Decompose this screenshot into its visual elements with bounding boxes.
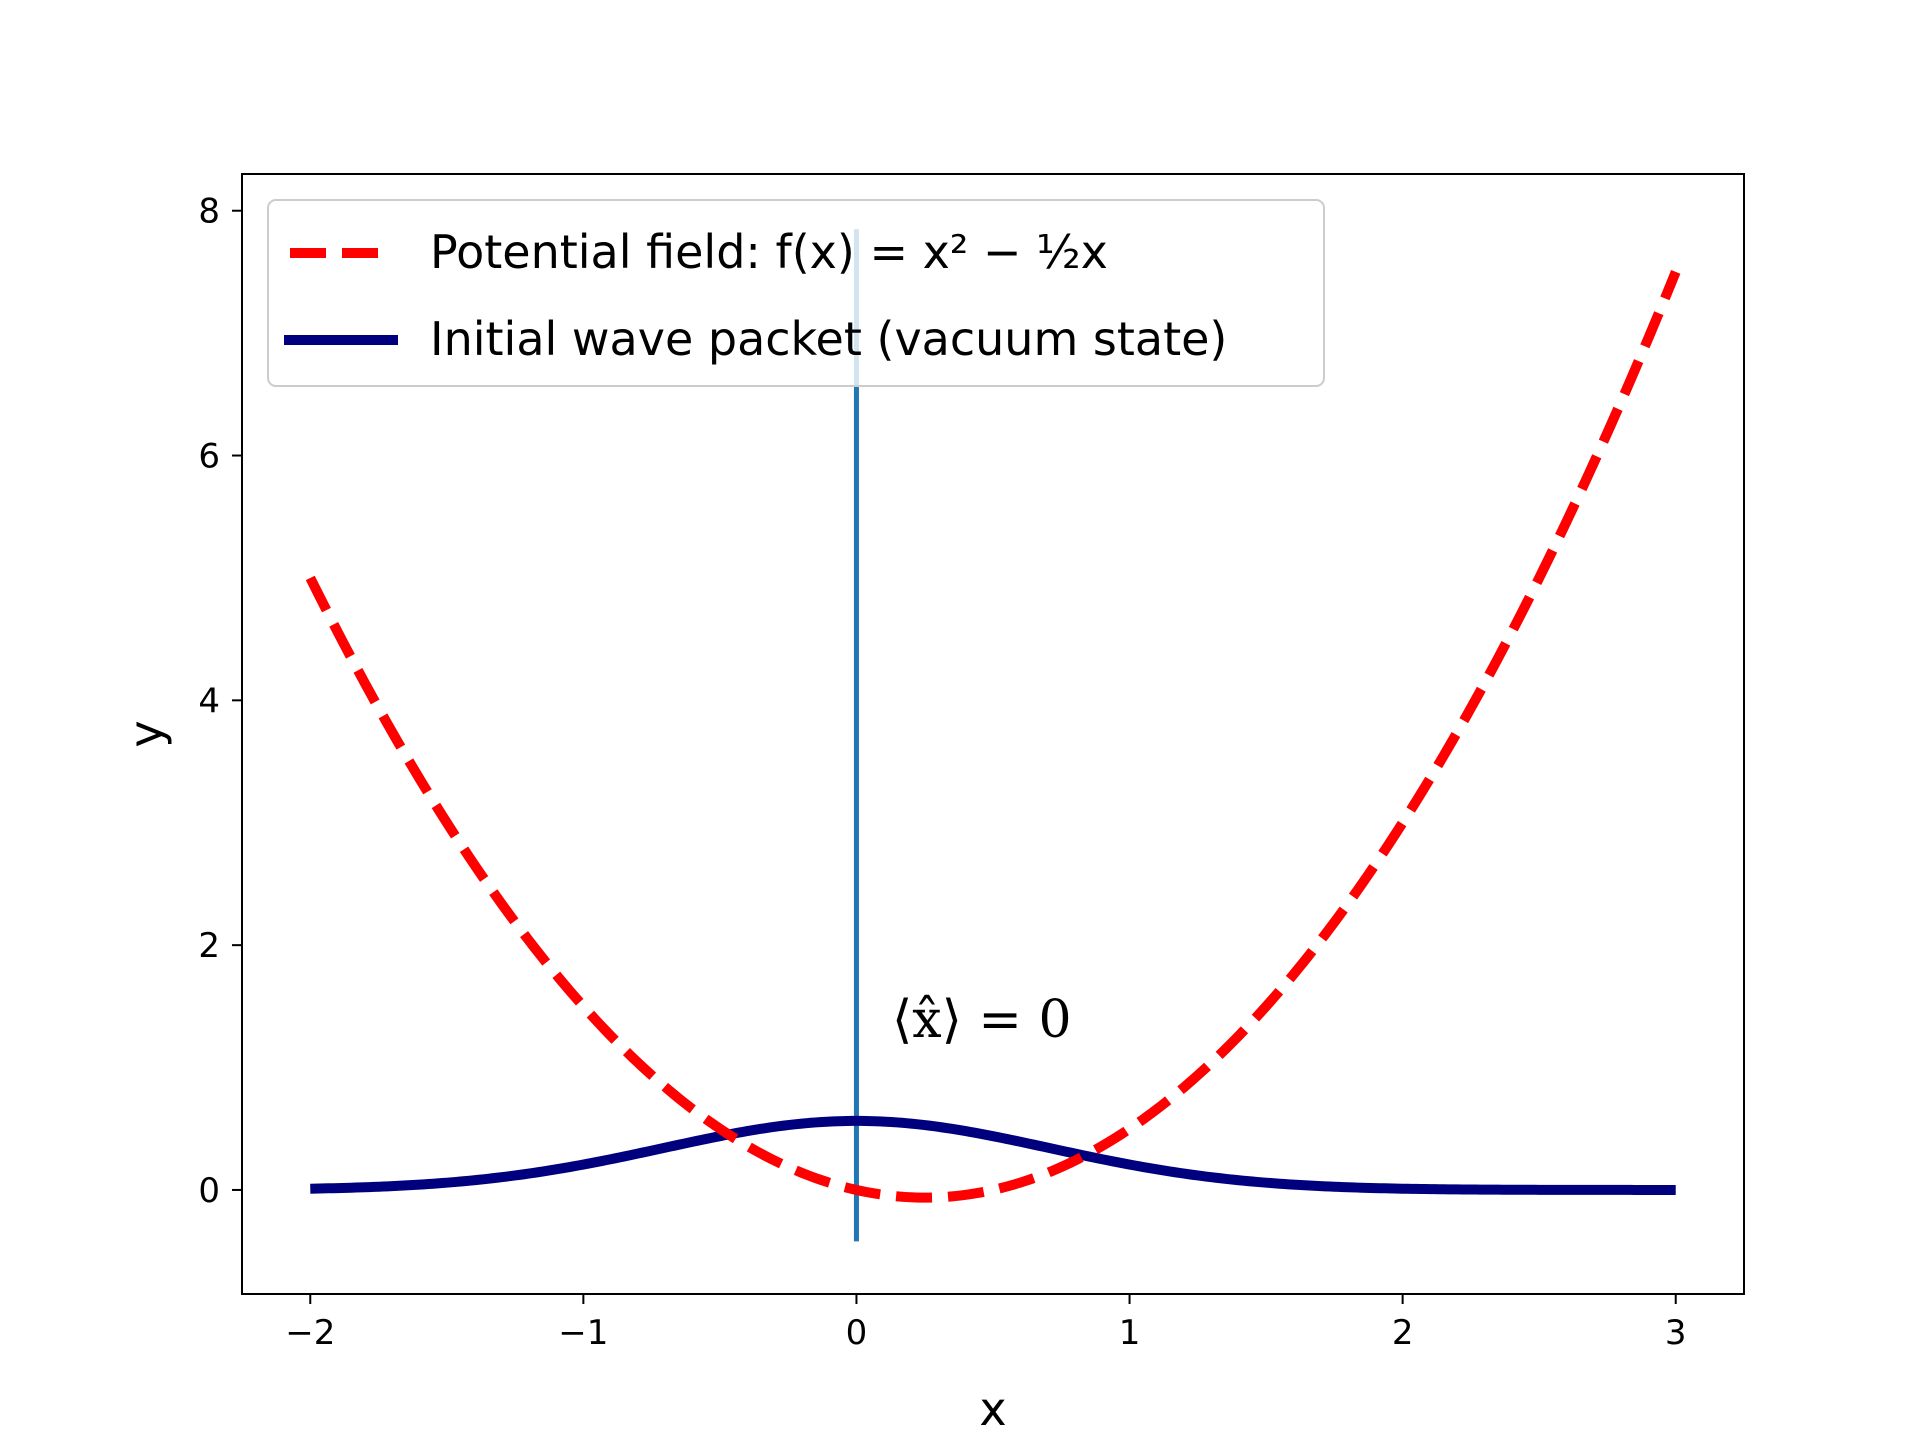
y-tick-label: 8 bbox=[198, 192, 220, 232]
x-tick-label: 2 bbox=[1392, 1313, 1414, 1353]
legend-label-potential: Potential field: f(x) = x² − ½x bbox=[430, 225, 1108, 279]
y-tick-label: 6 bbox=[198, 437, 220, 477]
legend-label-wave-packet: Initial wave packet (vacuum state) bbox=[430, 312, 1227, 366]
x-axis-label: x bbox=[979, 1382, 1006, 1436]
annotation-expectation: ⟨x̂⟩ = 0 bbox=[892, 990, 1072, 1050]
legend: Potential field: f(x) = x² − ½x Initial … bbox=[268, 200, 1324, 386]
x-tick-label: −2 bbox=[285, 1313, 335, 1353]
y-tick-label: 0 bbox=[198, 1171, 220, 1211]
x-tick-label: 1 bbox=[1119, 1313, 1141, 1353]
x-tick-label: −1 bbox=[558, 1313, 608, 1353]
y-tick-label: 4 bbox=[198, 681, 220, 721]
y-tick-label: 2 bbox=[198, 926, 220, 966]
x-tick-label: 3 bbox=[1665, 1313, 1687, 1353]
x-tick-label: 0 bbox=[846, 1313, 868, 1353]
y-axis-label: y bbox=[119, 720, 173, 747]
